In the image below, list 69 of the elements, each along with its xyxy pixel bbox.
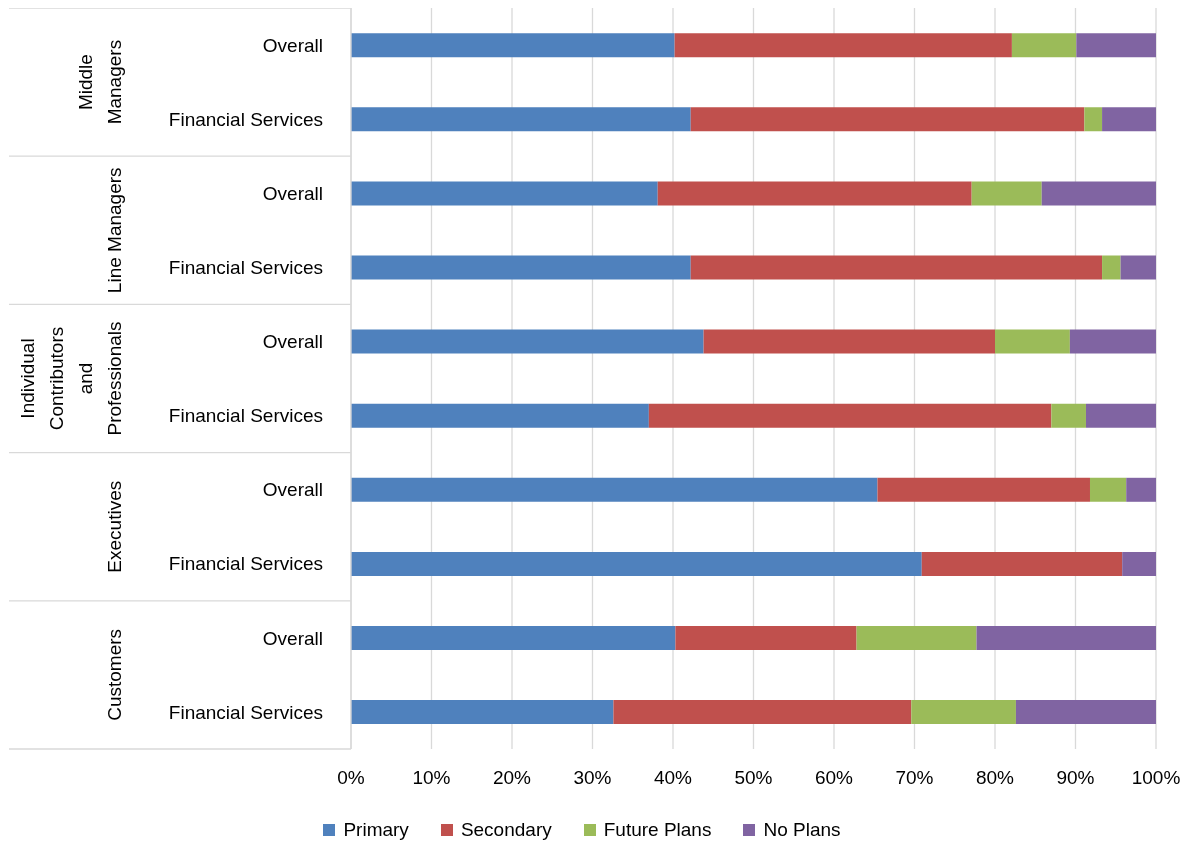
text: Executives bbox=[103, 480, 125, 573]
bar bbox=[1015, 700, 1156, 725]
bar bbox=[1102, 255, 1121, 280]
bar bbox=[351, 700, 614, 725]
x-tick-label: 40% bbox=[653, 767, 693, 789]
bar bbox=[971, 181, 1042, 206]
bar bbox=[1011, 33, 1077, 58]
y-tick-label: Overall bbox=[262, 479, 323, 501]
bar bbox=[1076, 33, 1156, 58]
legend-label: Secondary bbox=[459, 819, 552, 840]
bar bbox=[921, 551, 1123, 576]
bar bbox=[351, 255, 691, 280]
bar bbox=[351, 107, 691, 132]
bar bbox=[1089, 477, 1127, 502]
x-tick-label: 0% bbox=[337, 767, 365, 789]
y-tick-label: Overall bbox=[262, 331, 323, 353]
bar bbox=[1122, 551, 1156, 576]
x-tick-label: 100% bbox=[1131, 767, 1181, 789]
bar bbox=[351, 477, 878, 502]
x-tick-label: 90% bbox=[1056, 767, 1095, 789]
legend-label: Primary bbox=[342, 819, 409, 840]
bar bbox=[1084, 107, 1103, 132]
text: Middle Managers bbox=[74, 39, 125, 125]
y-tick-label: Financial Services bbox=[168, 108, 323, 130]
text: Individual Contributors and Professionals bbox=[16, 321, 125, 436]
bar bbox=[613, 700, 912, 725]
bar bbox=[351, 181, 658, 206]
y-tick-label: Financial Services bbox=[168, 405, 323, 427]
legend-label: No Plans bbox=[762, 819, 841, 840]
bar bbox=[1102, 107, 1156, 132]
bar bbox=[657, 181, 972, 206]
bar bbox=[995, 329, 1070, 354]
bar bbox=[911, 700, 1016, 725]
y-tick-label: Financial Services bbox=[168, 257, 323, 279]
bar bbox=[351, 33, 675, 58]
bar bbox=[703, 329, 995, 354]
bar bbox=[1069, 329, 1156, 354]
x-tick-label: 60% bbox=[814, 767, 854, 789]
bar bbox=[1120, 255, 1156, 280]
x-tick-label: 30% bbox=[573, 767, 612, 789]
bar bbox=[1051, 403, 1086, 428]
bar bbox=[351, 625, 676, 650]
bar bbox=[648, 403, 1052, 428]
bar bbox=[856, 625, 977, 650]
bar bbox=[675, 625, 857, 650]
text: Line Managers bbox=[103, 167, 125, 294]
bar bbox=[351, 403, 649, 428]
x-tick-label: 10% bbox=[412, 767, 451, 789]
bar bbox=[690, 255, 1103, 280]
x-tick-label: 80% bbox=[975, 767, 1015, 789]
bar bbox=[1041, 181, 1156, 206]
x-tick-label: 20% bbox=[492, 767, 532, 789]
y-tick-label: Overall bbox=[262, 34, 323, 56]
y-tick-label: Overall bbox=[262, 182, 323, 204]
y-tick-label: Financial Services bbox=[168, 553, 323, 575]
x-tick-label: 70% bbox=[895, 767, 934, 789]
bar bbox=[674, 33, 1012, 58]
bar bbox=[1085, 403, 1156, 428]
bar bbox=[976, 625, 1156, 650]
bar bbox=[1126, 477, 1156, 502]
bar bbox=[351, 551, 922, 576]
bar bbox=[351, 329, 704, 354]
y-tick-label: Financial Services bbox=[168, 701, 323, 723]
bar bbox=[877, 477, 1090, 502]
text: Customers bbox=[103, 628, 125, 721]
y-tick-label: Overall bbox=[262, 627, 323, 649]
x-tick-label: 50% bbox=[734, 767, 773, 789]
bar bbox=[690, 107, 1085, 132]
legend-label: Future Plans bbox=[602, 819, 712, 840]
